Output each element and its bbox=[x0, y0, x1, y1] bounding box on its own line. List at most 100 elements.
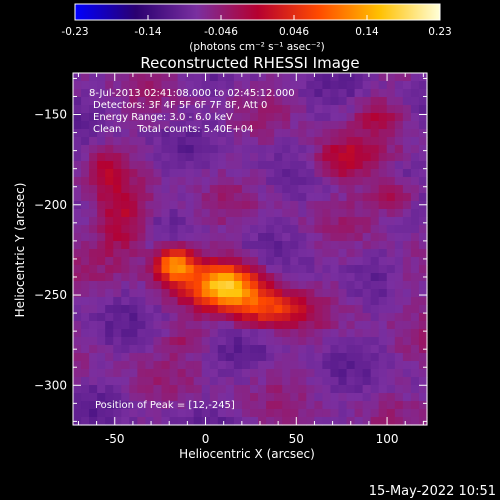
heatmap-cell bbox=[274, 145, 283, 154]
heatmap-cell bbox=[306, 145, 315, 154]
heatmap-cell bbox=[169, 177, 179, 186]
heatmap-cell bbox=[105, 73, 114, 82]
heatmap-cell bbox=[354, 289, 364, 298]
heatmap-cell bbox=[129, 209, 138, 218]
heatmap-cell bbox=[145, 153, 155, 162]
heatmap-cell bbox=[266, 369, 275, 378]
heatmap-cell bbox=[233, 73, 243, 82]
heatmap-cell bbox=[418, 353, 428, 362]
heatmap-cell bbox=[97, 177, 106, 186]
heatmap-cell bbox=[346, 369, 356, 378]
heatmap-cell bbox=[209, 329, 219, 338]
heatmap-cell bbox=[89, 393, 98, 402]
heatmap-cell bbox=[73, 233, 82, 242]
heatmap-cell bbox=[250, 313, 259, 322]
heatmap-cell bbox=[346, 169, 356, 178]
heatmap-cell bbox=[217, 209, 227, 218]
heatmap-cell bbox=[378, 337, 388, 346]
heatmap-cell bbox=[418, 201, 428, 210]
heatmap-cell bbox=[121, 145, 130, 154]
heatmap-cell bbox=[129, 257, 138, 266]
heatmap-cell bbox=[266, 113, 275, 122]
heatmap-cell bbox=[81, 209, 90, 218]
heatmap-cell bbox=[137, 225, 147, 234]
heatmap-cell bbox=[346, 73, 356, 82]
heatmap-cell bbox=[418, 193, 428, 202]
heatmap-cell bbox=[209, 313, 219, 322]
heatmap-cell bbox=[105, 281, 114, 290]
heatmap-cell bbox=[282, 369, 291, 378]
heatmap-cell bbox=[201, 385, 211, 394]
heatmap-cell bbox=[258, 273, 267, 282]
heatmap-cell bbox=[201, 361, 211, 370]
heatmap-cell bbox=[418, 337, 428, 346]
heatmap-cell bbox=[322, 225, 332, 234]
heatmap-cell bbox=[113, 185, 122, 194]
heatmap-cell bbox=[169, 353, 179, 362]
heatmap-cell bbox=[177, 201, 187, 210]
heatmap-cell bbox=[89, 97, 98, 106]
heatmap-cell bbox=[185, 129, 195, 138]
heatmap-cell bbox=[177, 97, 187, 106]
heatmap-cell bbox=[290, 409, 299, 418]
heatmap-cell bbox=[314, 161, 324, 170]
heatmap-cell bbox=[73, 257, 82, 266]
heatmap-cell bbox=[97, 233, 106, 242]
heatmap-cell bbox=[338, 321, 348, 330]
heatmap-cell bbox=[209, 337, 219, 346]
heatmap-cell bbox=[354, 201, 364, 210]
heatmap-cell bbox=[89, 177, 98, 186]
heatmap-cell bbox=[105, 329, 114, 338]
heatmap-cell bbox=[386, 137, 396, 146]
heatmap-cell bbox=[97, 385, 106, 394]
heatmap-cell bbox=[209, 401, 219, 410]
heatmap-cell bbox=[129, 393, 138, 402]
heatmap-cell bbox=[322, 369, 332, 378]
heatmap-cell bbox=[354, 193, 364, 202]
heatmap-cell bbox=[129, 177, 138, 186]
heatmap-cell bbox=[410, 81, 420, 90]
heatmap-cell bbox=[266, 145, 275, 154]
heatmap-cell bbox=[346, 153, 356, 162]
heatmap-cell bbox=[193, 73, 203, 82]
heatmap-cell bbox=[161, 361, 171, 370]
heatmap-cell bbox=[185, 201, 195, 210]
heatmap-cell bbox=[137, 217, 147, 226]
heatmap-cell bbox=[258, 289, 267, 298]
heatmap-cell bbox=[217, 337, 227, 346]
heatmap-cell bbox=[306, 177, 315, 186]
heatmap-cell bbox=[177, 233, 187, 242]
heatmap-cell bbox=[105, 129, 114, 138]
heatmap-cell bbox=[105, 385, 114, 394]
heatmap-cell bbox=[402, 417, 412, 426]
heatmap-cell bbox=[233, 249, 243, 258]
heatmap-cell bbox=[250, 169, 259, 178]
heatmap-cell bbox=[185, 89, 195, 98]
heatmap-cell bbox=[282, 305, 291, 314]
heatmap-cell bbox=[217, 97, 227, 106]
heatmap-cell bbox=[169, 305, 179, 314]
heatmap-cell bbox=[298, 321, 307, 330]
heatmap-cell bbox=[225, 105, 235, 114]
heatmap-cell bbox=[410, 329, 420, 338]
heatmap-cell bbox=[306, 329, 315, 338]
heatmap-cell bbox=[201, 329, 211, 338]
heatmap-cell bbox=[97, 273, 106, 282]
heatmap-cell bbox=[81, 297, 90, 306]
heatmap-cell bbox=[217, 201, 227, 210]
heatmap-cell bbox=[105, 361, 114, 370]
heatmap-cell bbox=[145, 241, 155, 250]
heatmap-cell bbox=[410, 121, 420, 130]
heatmap-cell bbox=[185, 257, 195, 266]
heatmap-cell bbox=[370, 337, 380, 346]
heatmap-cell bbox=[306, 121, 315, 130]
heatmap-cell bbox=[241, 257, 251, 266]
heatmap-cell bbox=[97, 377, 106, 386]
heatmap-cell bbox=[121, 161, 130, 170]
heatmap-cell bbox=[266, 321, 275, 330]
heatmap-cell bbox=[274, 241, 283, 250]
heatmap-cell bbox=[298, 273, 307, 282]
colorbar-ticks: -0.23 -0.14 -0.046 0.046 0.14 0.23 bbox=[61, 15, 452, 38]
heatmap-cell bbox=[97, 193, 106, 202]
heatmap-cell bbox=[330, 313, 340, 322]
